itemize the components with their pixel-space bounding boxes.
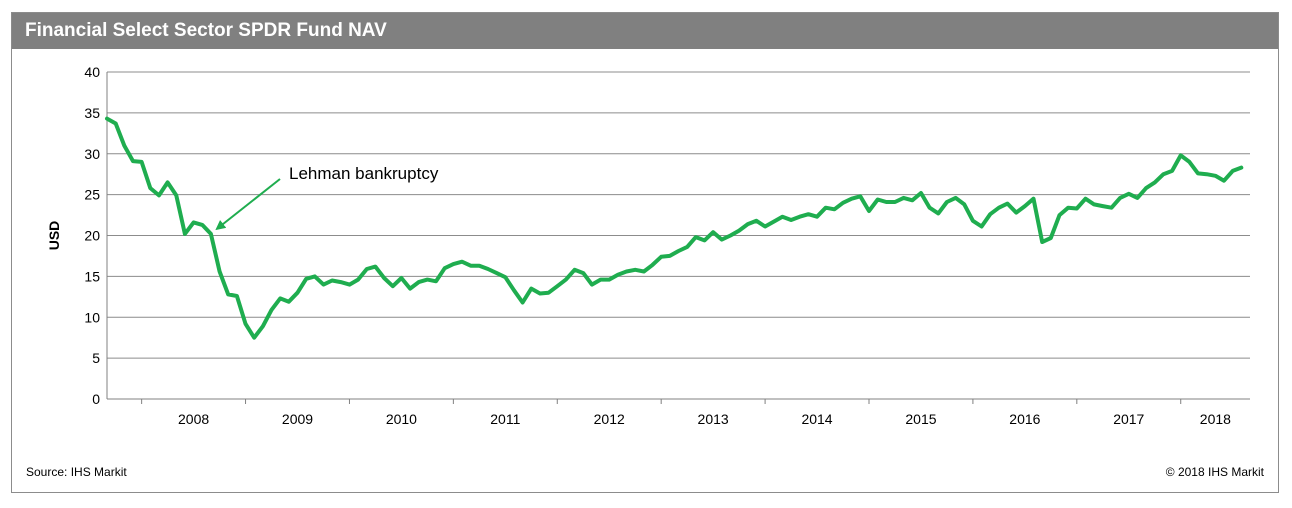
x-tick-label: 2015: [905, 411, 936, 427]
chart-title: Financial Select Sector SPDR Fund NAV: [12, 13, 1278, 49]
y-tick-label: 0: [92, 391, 100, 407]
x-tick-label: 2012: [594, 411, 625, 427]
y-tick-label: 15: [84, 268, 100, 284]
x-tick-label: 2014: [801, 411, 832, 427]
x-tick-label: 2008: [178, 411, 209, 427]
chart-panel: Financial Select Sector SPDR Fund NAV 0 5…: [11, 12, 1279, 493]
x-tick-label: 2009: [282, 411, 313, 427]
y-tick-label: 40: [84, 64, 100, 80]
x-tick-label: 2013: [698, 411, 729, 427]
annotation-label: Lehman bankruptcy: [289, 164, 439, 183]
y-tick-label: 20: [84, 228, 100, 244]
y-tick-label: 35: [84, 105, 100, 121]
x-tick-label: 2011: [490, 411, 520, 427]
y-tick-label: 5: [92, 350, 100, 366]
series-line: [105, 116, 1244, 340]
y-tick-label: 10: [84, 309, 100, 325]
annotation-arrow: [215, 178, 281, 231]
source-note: Source: IHS Markit: [26, 465, 127, 479]
x-tick-label: 2018: [1200, 411, 1231, 427]
annotation-group: Lehman bankruptcy: [215, 164, 439, 231]
y-tick-label: 25: [84, 187, 100, 203]
series-line-group: [105, 116, 1244, 340]
y-axis-title: USD: [46, 221, 62, 251]
x-tick-label: 2016: [1009, 411, 1040, 427]
gridlines: [107, 71, 1250, 359]
chart-canvas: 0 5 10 15 20 25 30 35 40 2008 2009 2010 2011 2012 2013…: [46, 64, 1250, 427]
y-tick-label: 30: [84, 146, 100, 162]
copyright-note: © 2018 IHS Markit: [1165, 465, 1264, 479]
x-tick-label: 2017: [1113, 411, 1144, 427]
x-tick-label: 2010: [386, 411, 417, 427]
axes: 0 5 10 15 20 25 30 35 40 2008 2009 2010 2011 2012 2013…: [46, 64, 1250, 427]
